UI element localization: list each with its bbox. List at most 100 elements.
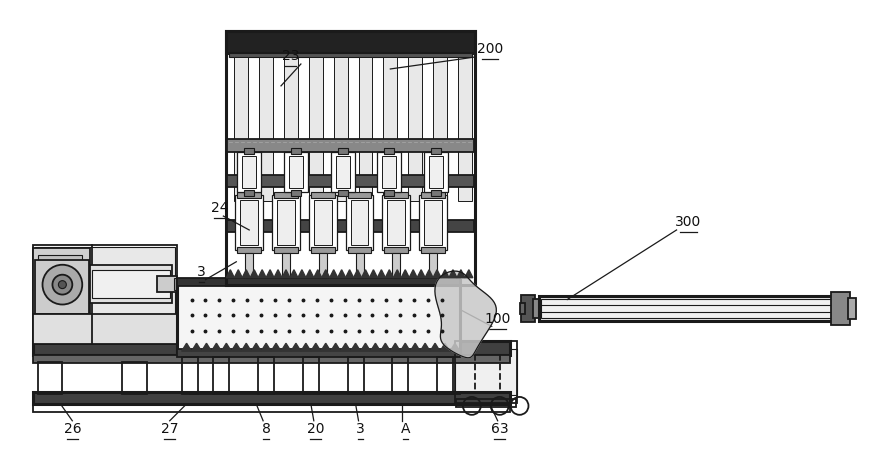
Bar <box>284 57 298 201</box>
Bar <box>314 200 332 245</box>
Bar <box>230 53 472 57</box>
Polygon shape <box>226 270 234 278</box>
Text: 100: 100 <box>484 312 511 326</box>
Bar <box>392 253 400 278</box>
Polygon shape <box>242 270 250 278</box>
Bar <box>122 362 147 394</box>
Polygon shape <box>331 343 341 351</box>
Bar <box>282 253 290 278</box>
Polygon shape <box>282 270 290 278</box>
Bar <box>337 190 348 196</box>
Bar <box>177 349 460 357</box>
Bar <box>214 357 230 394</box>
Text: 20: 20 <box>307 422 325 436</box>
Polygon shape <box>435 271 497 358</box>
Bar <box>242 157 256 188</box>
Bar <box>238 153 261 192</box>
Bar <box>848 297 856 319</box>
Bar <box>235 195 263 250</box>
Bar <box>421 192 445 198</box>
Bar <box>392 357 409 394</box>
Bar <box>244 190 255 196</box>
Bar <box>227 220 473 232</box>
Bar <box>433 57 447 201</box>
Bar <box>311 192 335 198</box>
Bar <box>539 296 832 321</box>
Polygon shape <box>420 343 430 351</box>
Polygon shape <box>360 343 370 351</box>
Bar <box>387 200 405 245</box>
Bar <box>274 247 298 253</box>
Bar <box>226 31 474 53</box>
Bar <box>337 148 348 154</box>
Text: 24: 24 <box>211 201 228 215</box>
Polygon shape <box>298 270 306 278</box>
Polygon shape <box>449 270 457 278</box>
Bar <box>429 253 437 278</box>
Polygon shape <box>311 343 320 351</box>
Polygon shape <box>329 270 337 278</box>
Bar <box>356 253 363 278</box>
Bar <box>384 57 397 201</box>
Bar <box>383 195 410 250</box>
Bar <box>336 157 350 188</box>
Text: 8: 8 <box>262 422 271 436</box>
Bar <box>425 200 442 245</box>
Bar <box>33 341 510 355</box>
Bar <box>240 200 258 245</box>
Bar <box>384 148 394 154</box>
Bar <box>455 341 516 403</box>
Bar <box>33 245 177 344</box>
Bar <box>348 192 371 198</box>
Bar <box>377 153 401 192</box>
Bar <box>421 247 445 253</box>
Bar <box>359 57 372 201</box>
Polygon shape <box>266 270 274 278</box>
Polygon shape <box>301 343 311 351</box>
Bar <box>409 57 422 201</box>
Polygon shape <box>212 343 222 351</box>
Circle shape <box>43 265 82 305</box>
Polygon shape <box>441 270 449 278</box>
Polygon shape <box>393 270 401 278</box>
Polygon shape <box>391 343 400 351</box>
Circle shape <box>59 281 67 288</box>
Circle shape <box>53 274 72 295</box>
Text: 23: 23 <box>282 49 300 63</box>
Bar <box>33 248 90 342</box>
Bar <box>272 195 300 250</box>
Text: 200: 200 <box>477 42 503 56</box>
Bar <box>437 357 453 394</box>
Bar <box>291 190 301 196</box>
Bar <box>309 57 323 201</box>
Bar <box>291 148 301 154</box>
Text: A: A <box>400 422 410 436</box>
Bar <box>351 200 368 245</box>
Polygon shape <box>201 343 212 351</box>
Polygon shape <box>261 343 271 351</box>
Bar <box>425 153 448 192</box>
Bar <box>331 153 354 192</box>
Polygon shape <box>417 270 425 278</box>
Bar <box>521 295 536 322</box>
Bar <box>238 247 261 253</box>
Polygon shape <box>291 343 301 351</box>
Bar <box>348 357 363 394</box>
Bar <box>35 260 89 315</box>
Bar <box>277 200 295 245</box>
Polygon shape <box>440 343 450 351</box>
Bar <box>33 392 510 404</box>
Polygon shape <box>258 270 266 278</box>
Bar <box>345 195 374 250</box>
Polygon shape <box>353 270 361 278</box>
Text: 3: 3 <box>356 422 365 436</box>
Polygon shape <box>322 270 329 278</box>
Polygon shape <box>401 270 409 278</box>
Polygon shape <box>241 343 251 351</box>
Polygon shape <box>306 270 314 278</box>
Bar <box>384 247 409 253</box>
Polygon shape <box>191 343 201 351</box>
Polygon shape <box>450 343 460 351</box>
Polygon shape <box>231 343 241 351</box>
Polygon shape <box>465 270 473 278</box>
